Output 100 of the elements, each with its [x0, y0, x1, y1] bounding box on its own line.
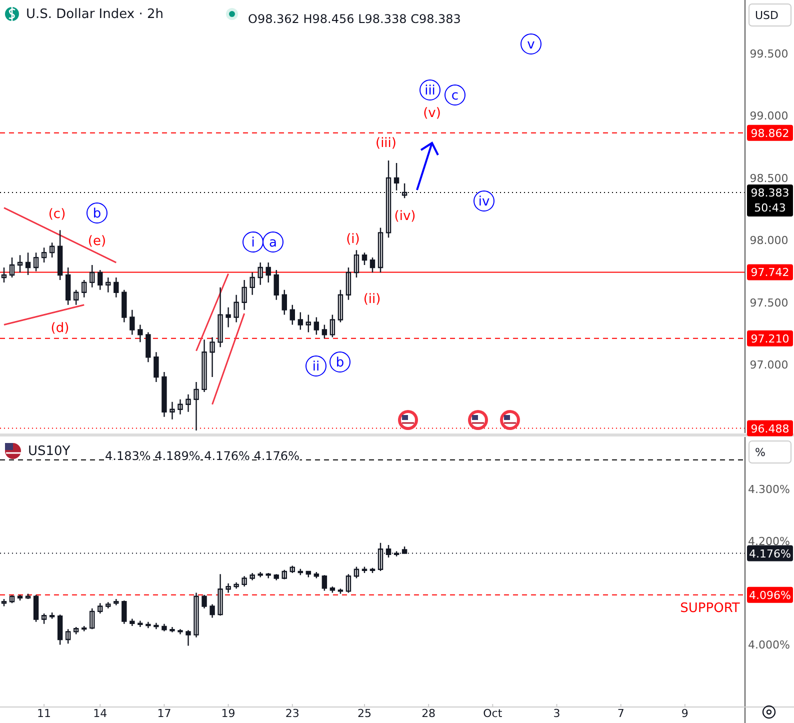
candlestick — [17, 254, 23, 274]
candlestick — [106, 276, 111, 293]
y-tick-label: 98.500 — [750, 172, 788, 185]
annotation: a — [269, 236, 277, 250]
candlestick — [186, 630, 191, 646]
candlestick — [114, 598, 119, 606]
text: U.S. Dollar Index · 2h — [26, 7, 164, 22]
candlestick — [9, 256, 15, 278]
candlestick — [49, 242, 55, 258]
candlestick — [218, 573, 223, 616]
candlestick — [106, 602, 111, 609]
y-tick-label: 99.500 — [750, 48, 788, 61]
candlestick — [178, 628, 183, 635]
annotation: (c) — [48, 207, 66, 222]
candlestick — [202, 339, 207, 393]
candlestick — [170, 626, 175, 633]
candlestick — [250, 272, 255, 296]
candlestick — [57, 230, 63, 281]
candlestick — [33, 252, 39, 272]
candlestick — [298, 312, 304, 330]
annotation: iv — [478, 194, 490, 210]
ref-line-label: 97.742 — [750, 266, 790, 280]
candlestick — [130, 618, 135, 627]
candlestick — [234, 294, 239, 323]
candlestick — [266, 572, 271, 579]
x-tick-label: 9 — [681, 707, 688, 720]
x-tick-label: 17 — [157, 707, 172, 720]
y-tick-label: 97.500 — [750, 296, 788, 310]
candlestick — [290, 304, 295, 326]
y-tick-label: 4.300% — [748, 482, 790, 496]
y-tick-label: 4.200% — [748, 534, 790, 548]
candlestick — [282, 289, 287, 316]
ref-line-label: 4.096% — [749, 588, 791, 602]
candlestick — [186, 394, 191, 412]
candlestick — [146, 332, 151, 363]
candlestick — [210, 336, 215, 378]
candlestick — [402, 182, 408, 199]
x-tick-label: 28 — [422, 707, 436, 720]
candlestick — [258, 571, 263, 578]
candlestick — [41, 247, 47, 264]
candlestick — [370, 256, 376, 274]
x-tick-label: 23 — [285, 707, 300, 720]
annotation: 4.183% 4.189% 4.176% 4.176% — [105, 449, 300, 463]
x-tick-label: 7 — [617, 707, 624, 720]
candlestick — [74, 626, 79, 635]
annotation: b — [336, 356, 344, 370]
candlestick — [346, 573, 352, 594]
candlestick — [250, 572, 255, 581]
candlestick — [242, 279, 247, 310]
candlestick — [210, 604, 215, 618]
candlestick — [65, 628, 71, 644]
annotation: (iv) — [394, 209, 416, 224]
candlestick — [354, 566, 360, 579]
candlestick — [394, 162, 400, 191]
x-tick-label: 19 — [221, 707, 236, 720]
x-tick-label: Oct — [483, 707, 503, 720]
candlestick — [41, 612, 47, 625]
annotation: (d) — [50, 321, 70, 336]
annotation: v — [527, 38, 536, 52]
ref-line-label: 98.383 50:43 — [750, 186, 790, 214]
ref-line-label: 4.176% — [749, 547, 791, 560]
y-tick-label: 98.000 — [750, 234, 788, 248]
candlestick — [290, 565, 295, 574]
candlestick — [122, 600, 127, 625]
candlestick — [162, 371, 167, 418]
annotation: iii — [424, 84, 436, 98]
y-axis-title: % — [755, 446, 766, 459]
candlestick — [370, 567, 376, 574]
candlestick — [362, 566, 368, 574]
candlestick — [138, 620, 143, 628]
candlestick — [194, 592, 199, 638]
text: US10Y — [28, 444, 70, 459]
candlestick — [25, 593, 31, 600]
candlestick — [1, 266, 7, 284]
candlestick — [282, 569, 287, 580]
annotation: (i) — [346, 232, 360, 247]
candlestick — [266, 262, 271, 284]
annotation: SUPPORT — [680, 601, 740, 616]
candlestick — [226, 306, 231, 328]
candlestick — [322, 324, 328, 340]
candlestick — [306, 570, 312, 578]
candlestick — [194, 381, 199, 432]
x-tick-label: 25 — [357, 707, 372, 720]
candlestick — [274, 573, 279, 581]
annotation: c — [451, 88, 459, 104]
candlestick — [154, 622, 159, 630]
candlestick — [82, 625, 87, 632]
candlestick — [226, 582, 231, 594]
x-tick-label: 14 — [93, 707, 108, 720]
candlestick — [82, 279, 87, 298]
candlestick — [154, 352, 159, 383]
annotation: i — [251, 236, 255, 250]
candlestick — [98, 269, 103, 291]
candlestick — [218, 286, 223, 348]
candlestick — [1, 598, 7, 607]
candlestick — [178, 398, 183, 415]
ref-line-label: 97.210 — [750, 332, 790, 346]
candlestick — [314, 571, 320, 579]
x-tick-label: 11 — [37, 707, 52, 720]
candlestick — [25, 252, 31, 276]
